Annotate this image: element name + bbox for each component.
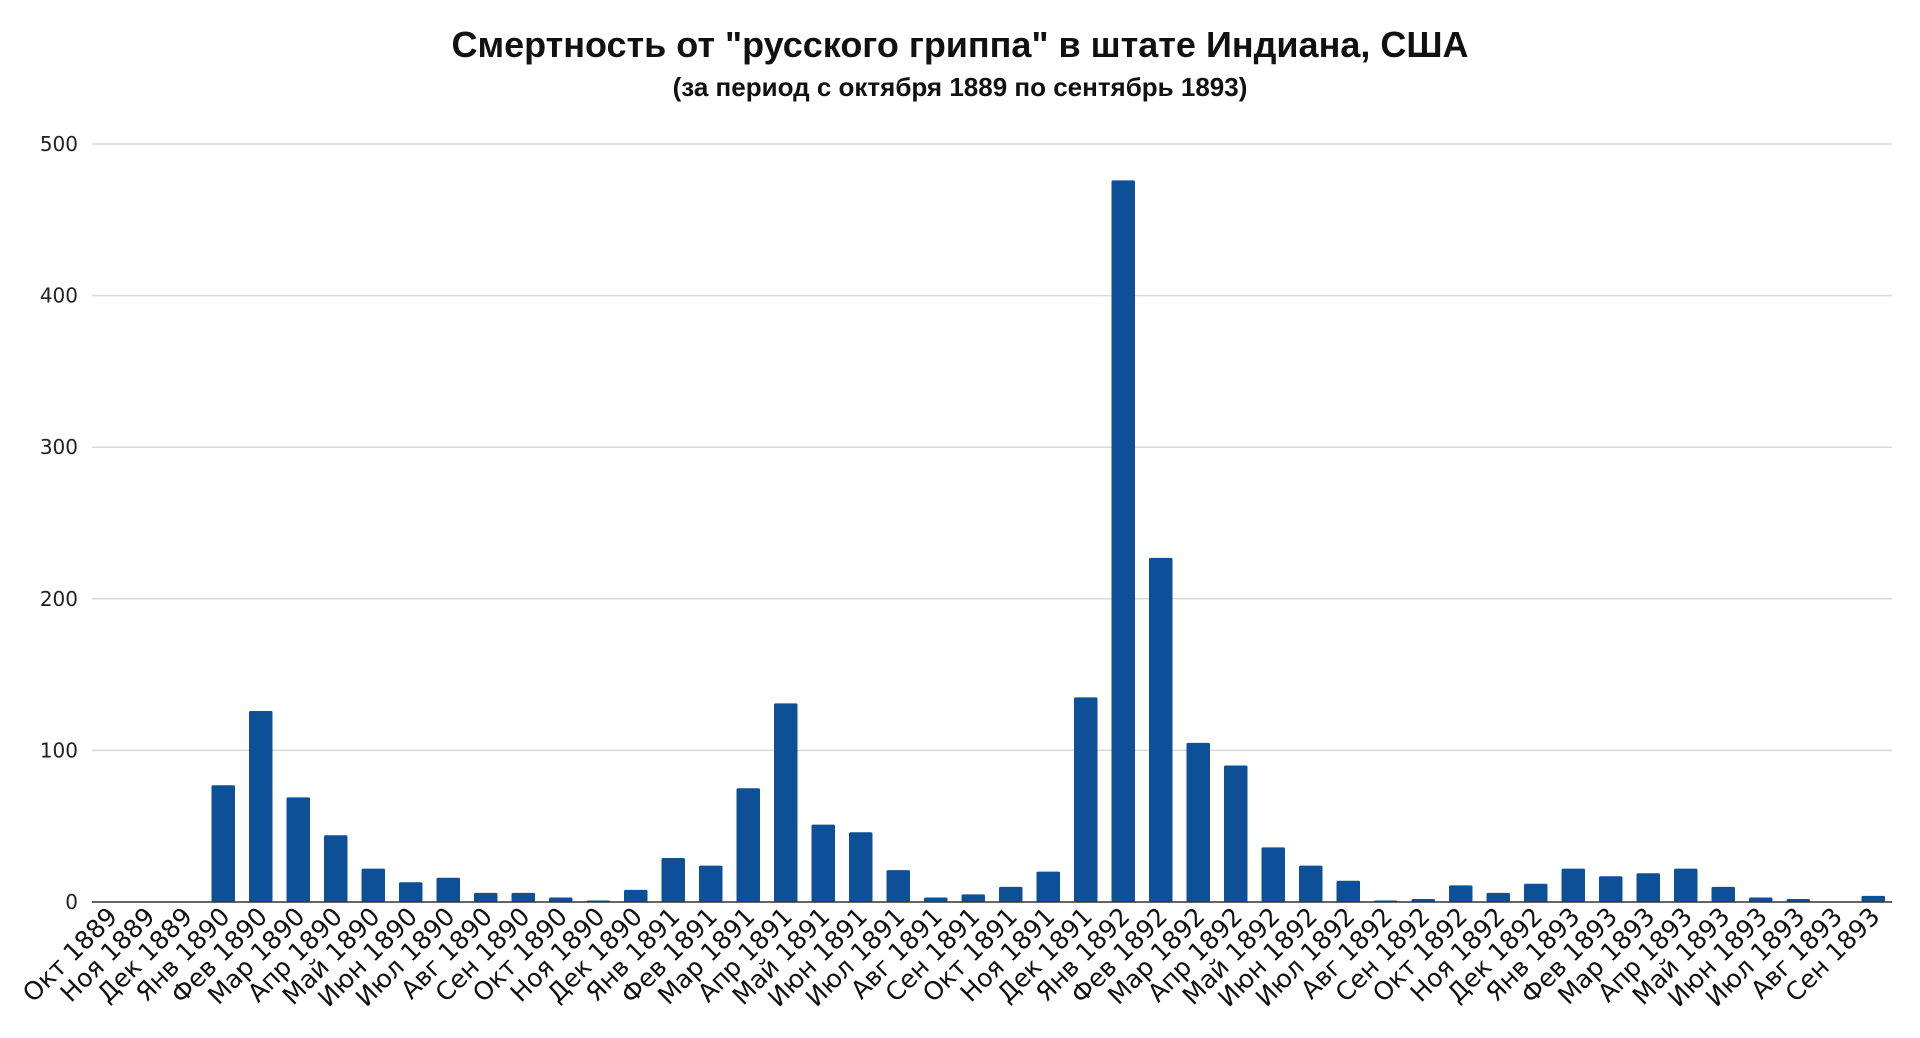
bar <box>999 886 1023 902</box>
bar <box>549 897 573 902</box>
bar <box>1336 880 1360 902</box>
chart-title: Смертность от "русского гриппа" в штате … <box>451 24 1468 65</box>
chart-subtitle: (за период с октября 1889 по сентябрь 18… <box>673 72 1248 102</box>
y-tick-label: 300 <box>40 435 78 459</box>
bar <box>1411 898 1435 902</box>
bar <box>624 889 648 902</box>
bar <box>924 897 948 902</box>
bar <box>211 785 235 902</box>
bar <box>1711 886 1735 902</box>
y-tick-label: 100 <box>40 738 78 762</box>
bar <box>1749 897 1773 902</box>
bar <box>1786 898 1810 902</box>
bar <box>474 892 498 902</box>
y-tick-label: 200 <box>40 587 78 611</box>
y-axis-tick-labels: 0 100 200 300 400 500 <box>40 132 78 914</box>
bar <box>1186 742 1210 902</box>
bar <box>249 710 273 902</box>
bar <box>361 868 385 902</box>
bar <box>1074 697 1098 902</box>
bar <box>1224 765 1248 902</box>
gridlines <box>92 143 1892 752</box>
bar <box>1449 885 1473 902</box>
bar <box>886 870 910 902</box>
bar <box>961 894 985 902</box>
bar <box>286 797 310 902</box>
bar <box>1299 865 1323 902</box>
bars <box>211 180 1885 902</box>
bar <box>1261 847 1285 902</box>
bar <box>811 824 835 902</box>
bar <box>399 882 423 902</box>
bar <box>849 832 873 902</box>
y-tick-label: 500 <box>40 132 78 156</box>
bar <box>436 877 460 902</box>
bar <box>1674 868 1698 902</box>
bar <box>1861 895 1885 902</box>
bar <box>1561 868 1585 902</box>
bar <box>699 865 723 902</box>
bar <box>1036 871 1060 902</box>
y-tick-label: 0 <box>65 890 78 914</box>
bar <box>1111 180 1135 902</box>
bar <box>1636 873 1660 902</box>
bar <box>1486 892 1510 902</box>
y-tick-label: 400 <box>40 284 78 308</box>
bar <box>661 858 685 902</box>
bar <box>736 788 760 902</box>
bar <box>511 892 535 902</box>
bar <box>1599 876 1623 902</box>
bar <box>1524 883 1548 902</box>
bar <box>324 835 348 902</box>
bar <box>1149 557 1173 902</box>
bar <box>774 703 798 902</box>
